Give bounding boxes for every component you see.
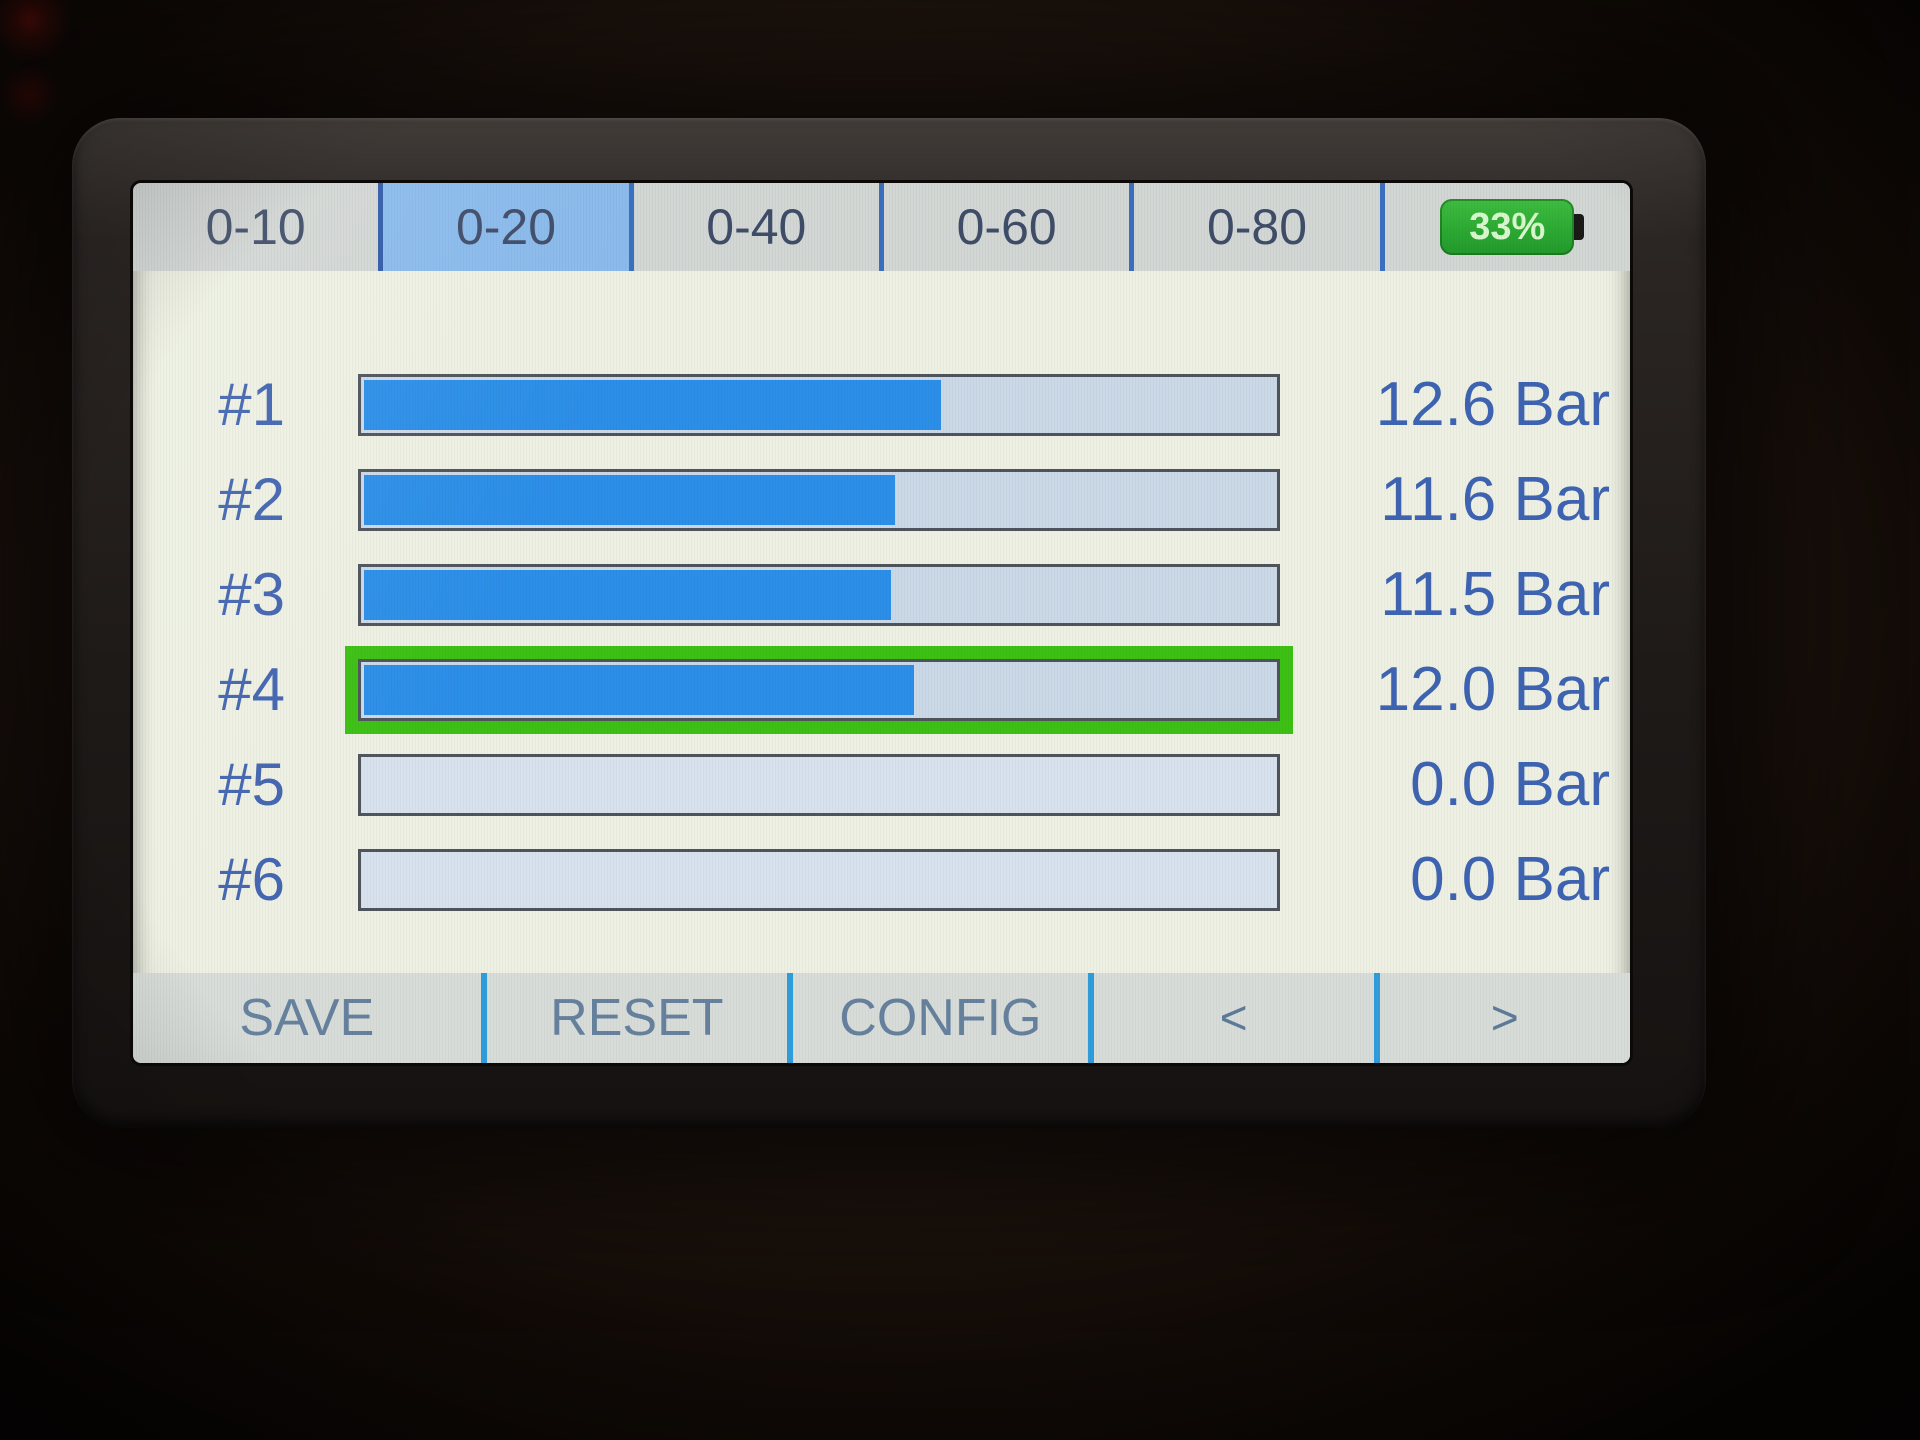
pressure-bar-track <box>358 468 1280 531</box>
pressure-value: 11.5 Bar <box>1380 560 1610 629</box>
reset-button[interactable]: RESET <box>480 973 787 1063</box>
lcd-screen: 0-10 0-20 0-40 0-60 0-80 33% #1 <box>133 183 1630 1063</box>
device-bezel: 0-10 0-20 0-40 0-60 0-80 33% #1 <box>72 118 1706 1128</box>
pressure-bar <box>358 563 1280 626</box>
pressure-bar-fill <box>364 664 914 715</box>
channel-label: #3 <box>218 561 285 628</box>
config-button[interactable]: CONFIG <box>787 973 1088 1063</box>
tab-range-0-60[interactable]: 0-60 <box>878 183 1129 271</box>
battery-cell: 33% <box>1379 183 1630 271</box>
pressure-bar-track <box>358 658 1280 721</box>
channel-row-6[interactable]: #6 0.0 Bar <box>133 832 1630 927</box>
tab-range-0-10[interactable]: 0-10 <box>205 199 306 255</box>
channel-row-2[interactable]: #2 11.6 Bar <box>133 452 1630 547</box>
next-page-button[interactable]: > <box>1373 973 1630 1063</box>
pressure-bar-fill <box>364 379 942 430</box>
channel-row-1[interactable]: #1 12.6 Bar <box>133 357 1630 452</box>
prev-page-button[interactable]: < <box>1087 973 1374 1063</box>
pressure-bar-track <box>358 563 1280 626</box>
tab-range-0-80[interactable]: 0-80 <box>1129 183 1379 271</box>
pressure-bar-track <box>358 373 1280 436</box>
pressure-bar <box>358 468 1280 531</box>
battery-terminal-icon <box>1574 214 1585 240</box>
bottom-menubar: SAVE RESET CONFIG < > <box>133 973 1630 1063</box>
pressure-bar-track <box>358 848 1280 911</box>
tab-range-0-20[interactable]: 0-20 <box>378 183 629 271</box>
pressure-bar <box>358 753 1280 816</box>
pressure-bar-track <box>358 753 1280 816</box>
tab-range-0-40[interactable]: 0-40 <box>628 183 879 271</box>
channel-label: #2 <box>218 466 285 533</box>
channel-label: #6 <box>218 846 285 913</box>
channel-list: #1 12.6 Bar #2 11.6 Bar <box>133 271 1630 927</box>
pressure-value: 11.6 Bar <box>1380 465 1610 534</box>
range-tabbar: 0-10 0-20 0-40 0-60 0-80 33% <box>133 183 1630 271</box>
channel-label: #4 <box>218 656 285 723</box>
pressure-value: 0.0 Bar <box>1410 845 1610 914</box>
pressure-bar-selected <box>358 658 1280 721</box>
channel-label: #1 <box>218 371 285 438</box>
pressure-bar-fill <box>364 474 896 525</box>
save-button[interactable]: SAVE <box>239 989 375 1047</box>
battery-icon: 33% <box>1440 199 1585 255</box>
pressure-value: 12.6 Bar <box>1375 370 1610 439</box>
battery-percent-label: 33% <box>1469 205 1546 248</box>
pressure-bar <box>358 373 1280 436</box>
pressure-value: 12.0 Bar <box>1375 655 1610 724</box>
channel-row-3[interactable]: #3 11.5 Bar <box>133 547 1630 642</box>
channel-label: #5 <box>218 751 285 818</box>
pressure-value: 0.0 Bar <box>1410 750 1610 819</box>
pressure-bar-fill <box>364 569 891 620</box>
pressure-bar <box>358 848 1280 911</box>
channel-row-4[interactable]: #4 12.0 Bar <box>133 642 1630 737</box>
channel-row-5[interactable]: #5 0.0 Bar <box>133 737 1630 832</box>
